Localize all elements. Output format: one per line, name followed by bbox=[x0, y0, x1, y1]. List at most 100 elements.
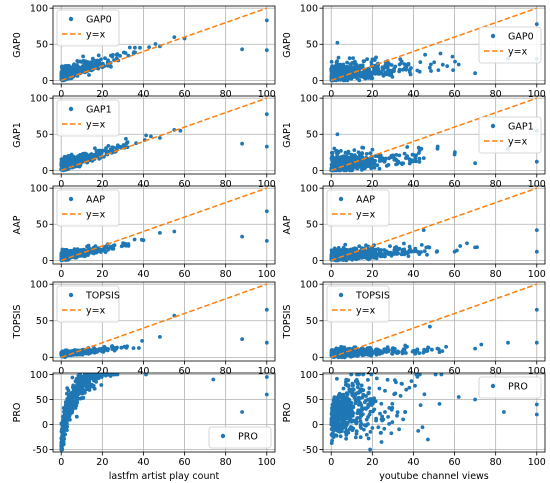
legend-marker bbox=[338, 292, 344, 298]
data-point bbox=[435, 346, 440, 351]
data-point bbox=[354, 431, 359, 436]
identity-line bbox=[330, 7, 538, 82]
data-point bbox=[332, 157, 337, 162]
data-point bbox=[99, 373, 104, 377]
data-point bbox=[332, 247, 337, 252]
data-point bbox=[369, 72, 374, 77]
data-point bbox=[380, 414, 385, 419]
data-point bbox=[372, 350, 377, 355]
data-point bbox=[359, 383, 364, 388]
data-point bbox=[240, 141, 245, 146]
data-point bbox=[395, 410, 400, 415]
data-point bbox=[81, 381, 86, 386]
data-point bbox=[65, 73, 69, 78]
x-tick-label: 60 bbox=[449, 179, 461, 190]
data-point bbox=[336, 429, 340, 433]
x-tick-label: 0 bbox=[58, 269, 64, 280]
data-point bbox=[444, 344, 448, 349]
legend-label: y=x bbox=[86, 210, 106, 221]
data-point bbox=[413, 383, 417, 388]
data-point bbox=[97, 156, 102, 161]
data-point bbox=[78, 59, 83, 64]
data-point bbox=[342, 348, 347, 353]
data-point bbox=[264, 392, 269, 397]
data-point bbox=[90, 348, 95, 353]
plot-area bbox=[59, 7, 269, 83]
data-point bbox=[361, 252, 366, 257]
data-point bbox=[371, 165, 376, 170]
data-point bbox=[361, 392, 366, 397]
data-point bbox=[80, 387, 84, 392]
data-point bbox=[342, 345, 346, 350]
data-point bbox=[367, 253, 372, 257]
data-point bbox=[93, 373, 97, 377]
data-point bbox=[158, 136, 162, 140]
x-tick-label: 40 bbox=[407, 179, 419, 190]
data-point bbox=[427, 65, 432, 70]
legend-marker bbox=[490, 123, 496, 129]
y-axis-label: PRO bbox=[12, 403, 23, 423]
x-tick-label: 20 bbox=[366, 89, 378, 100]
y-tick-label: 100 bbox=[30, 184, 48, 195]
data-point bbox=[383, 410, 387, 414]
data-point bbox=[349, 407, 354, 411]
data-point bbox=[451, 68, 455, 72]
data-point bbox=[418, 403, 423, 407]
data-point bbox=[473, 397, 477, 402]
data-point bbox=[334, 417, 339, 422]
data-point bbox=[333, 65, 338, 69]
x-tick-label: 60 bbox=[179, 366, 191, 377]
data-point bbox=[60, 254, 65, 258]
y-axis-label: GAP1 bbox=[12, 122, 23, 148]
data-point bbox=[364, 69, 368, 74]
data-point bbox=[355, 253, 360, 257]
data-point bbox=[211, 377, 216, 382]
data-point bbox=[456, 395, 461, 399]
legend-label: AAP bbox=[86, 195, 105, 206]
identity-line bbox=[330, 283, 538, 359]
data-point bbox=[67, 400, 72, 404]
data-point bbox=[355, 385, 360, 390]
data-point bbox=[96, 53, 101, 58]
x-tick-label: 20 bbox=[366, 179, 378, 190]
data-point bbox=[119, 345, 124, 350]
y-tick-label: 50 bbox=[306, 130, 318, 141]
legend: AAP y=x bbox=[56, 189, 120, 227]
plot-area bbox=[329, 373, 539, 452]
data-point bbox=[385, 345, 390, 350]
data-point bbox=[534, 22, 539, 26]
data-point bbox=[338, 434, 343, 439]
data-point bbox=[103, 56, 107, 61]
data-point bbox=[393, 378, 397, 382]
data-point bbox=[89, 382, 94, 387]
data-point bbox=[334, 412, 339, 417]
data-point bbox=[330, 438, 334, 443]
data-point bbox=[329, 252, 334, 257]
data-point bbox=[366, 402, 371, 407]
data-point bbox=[91, 251, 96, 256]
data-point bbox=[400, 382, 404, 386]
data-point bbox=[402, 241, 406, 246]
data-point bbox=[394, 153, 399, 157]
data-point bbox=[366, 390, 371, 395]
data-point bbox=[343, 258, 348, 262]
axes-frame bbox=[52, 5, 276, 85]
data-point bbox=[355, 411, 360, 416]
data-point bbox=[335, 40, 340, 45]
x-tick-label: 20 bbox=[366, 457, 378, 468]
legend-box bbox=[208, 426, 272, 449]
data-point bbox=[437, 350, 442, 354]
data-point bbox=[132, 237, 137, 242]
data-point bbox=[368, 447, 372, 452]
data-point bbox=[346, 405, 351, 410]
data-point bbox=[172, 35, 177, 39]
data-point bbox=[330, 418, 334, 423]
data-point bbox=[341, 167, 346, 172]
data-point bbox=[348, 62, 353, 66]
data-point bbox=[344, 436, 348, 441]
data-point bbox=[359, 71, 364, 75]
data-point bbox=[124, 345, 129, 350]
y-tick-label: 0 bbox=[312, 420, 318, 431]
